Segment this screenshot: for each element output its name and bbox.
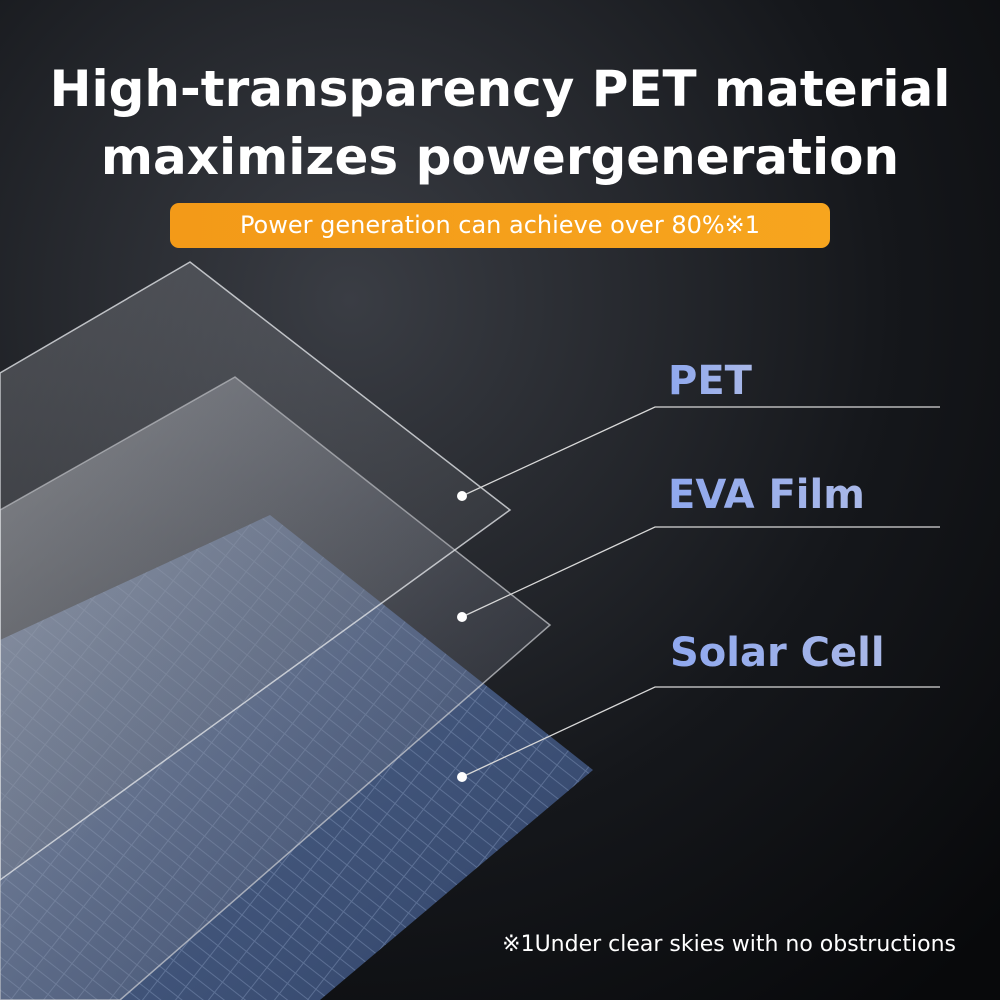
pet-layer	[0, 261, 512, 881]
layer-label: PET	[668, 358, 753, 404]
leader-line	[461, 686, 940, 778]
leader-dot	[457, 612, 467, 622]
title-line: maximizes powergeneration	[101, 128, 899, 186]
title-line: High-transparency PET material	[50, 60, 951, 118]
leader-dot	[457, 772, 467, 782]
footnote: ※1Under clear skies with no obstructions	[502, 932, 956, 957]
layer-label: Solar Cell	[670, 630, 885, 676]
layer-label: EVA Film	[668, 472, 865, 518]
leader-dot	[457, 491, 467, 501]
badge	[170, 203, 830, 248]
badge-text: Power generation can achieve over 80%※1	[240, 211, 760, 239]
leader-line	[461, 526, 940, 618]
leader-line	[461, 406, 940, 497]
